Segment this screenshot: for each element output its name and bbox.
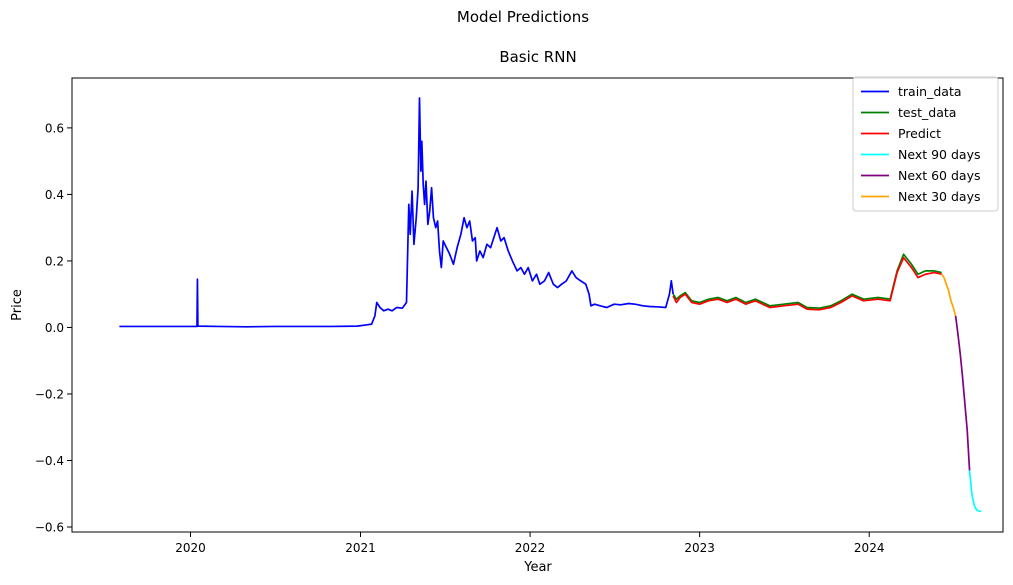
y-axis: −0.6 −0.4 −0.2 0.0 0.2 0.4 0.6 [35, 121, 72, 535]
x-tick-label: 2022 [515, 541, 546, 555]
y-tick-label: −0.2 [35, 387, 64, 401]
y-tick-label: −0.6 [35, 521, 64, 535]
series-line-next-90-days [968, 470, 982, 513]
series-layer [119, 97, 982, 513]
series-line-next-30-days [940, 273, 957, 317]
x-tick-label: 2020 [175, 541, 206, 555]
y-tick-label: 0.2 [45, 254, 64, 268]
plot-frame [71, 77, 1004, 533]
y-tick-label: 0.0 [45, 321, 64, 335]
legend-label: Next 30 days [898, 189, 980, 204]
x-tick-label: 2021 [345, 541, 376, 555]
legend-label: test_data [898, 105, 956, 120]
y-tick-label: −0.4 [35, 454, 64, 468]
x-axis-label: Year [523, 560, 552, 575]
y-tick-label: 0.4 [45, 188, 64, 202]
legend-label: Next 90 days [898, 147, 980, 162]
legend-label: Predict [898, 126, 941, 141]
legend-label: train_data [898, 84, 962, 99]
series-line-test-data [672, 253, 942, 310]
series-line-next-60-days [954, 315, 971, 471]
x-tick-label: 2024 [854, 541, 885, 555]
y-tick-label: 0.6 [45, 121, 64, 135]
x-axis: 2020 2021 2022 2023 2024 [175, 532, 884, 555]
series-line-predict [672, 256, 942, 311]
y-axis-label: Price [10, 289, 25, 321]
chart-title: Basic RNN [499, 48, 576, 66]
figure-suptitle: Model Predictions [457, 8, 589, 26]
legend: train_data test_data Predict Next 90 days Ne… [852, 76, 999, 212]
legend-label: Next 60 days [898, 168, 980, 183]
x-tick-label: 2023 [684, 541, 715, 555]
legend-box [852, 76, 999, 212]
series-line-train-data [119, 97, 674, 328]
